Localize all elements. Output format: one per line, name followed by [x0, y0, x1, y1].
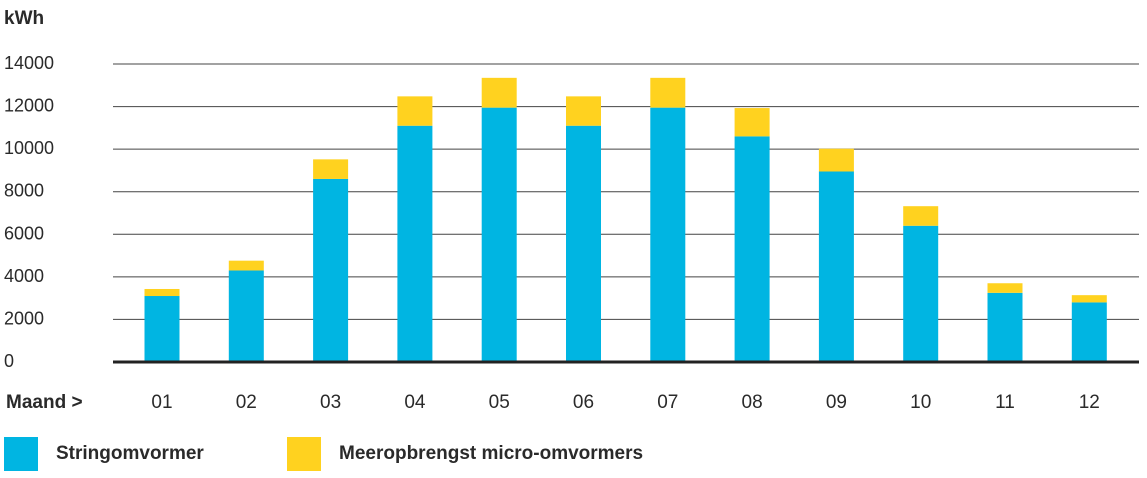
bar-micro-omvormers-09: [818, 148, 854, 172]
legend-label-stringomvormer: Stringomvormer: [56, 443, 204, 464]
bar-stringomvormer-01: [144, 296, 180, 362]
y-tick-label: 10000: [4, 138, 54, 158]
y-tick-label: 2000: [4, 308, 44, 328]
legend-item-micro-omvormers: Meeropbrengst micro-omvormers: [287, 437, 643, 471]
x-tick-label: 06: [573, 392, 594, 413]
bar-micro-omvormers-07: [650, 77, 686, 108]
y-tick-label: 6000: [4, 223, 44, 243]
bar-micro-omvormers-10: [903, 206, 939, 226]
legend-item-stringomvormer: Stringomvormer: [4, 437, 204, 471]
bar-stringomvormer-10: [903, 225, 939, 362]
gridlines: [113, 63, 1139, 320]
x-tick-label: 11: [995, 392, 1015, 413]
y-tick-label: 0: [4, 351, 14, 371]
bar-micro-omvormers-04: [397, 96, 433, 126]
bar-stringomvormer-02: [228, 270, 264, 362]
x-tick-label: 04: [404, 392, 426, 413]
x-tick-label: 12: [1079, 392, 1100, 413]
legend-label-micro-omvormers: Meeropbrengst micro-omvormers: [339, 443, 644, 464]
bar-micro-omvormers-01: [144, 288, 180, 297]
x-tick-label: 03: [320, 392, 341, 413]
bar-stringomvormer-09: [818, 171, 854, 362]
x-axis-ticks: 01 02 03 04 05 06 07 08 09 10 11 12: [151, 392, 1099, 413]
y-tick-label: 4000: [4, 266, 44, 286]
bar-stringomvormer-05: [481, 107, 517, 362]
bar-stringomvormer-11: [987, 292, 1023, 362]
bar-stringomvormer-06: [566, 125, 601, 362]
bar-micro-omvormers-08: [734, 108, 770, 137]
y-tick-label: 12000: [4, 96, 54, 116]
bar-micro-omvormers-05: [481, 77, 517, 108]
x-axis-label: Maand >: [6, 392, 83, 413]
bar-micro-omvormers-11: [987, 283, 1023, 293]
bar-micro-omvormers-03: [313, 159, 349, 179]
bar-stringomvormer-07: [650, 107, 686, 362]
x-tick-label: 09: [826, 392, 847, 413]
bar-stringomvormer-04: [397, 125, 433, 362]
bar-micro-omvormers-06: [566, 96, 601, 126]
x-tick-label: 01: [151, 392, 172, 413]
y-axis-ticks: 0 2000 4000 6000 8000 10000 12000 14000: [4, 53, 54, 371]
bar-stringomvormer-08: [734, 136, 770, 362]
x-tick-label: 08: [742, 392, 763, 413]
legend-swatch-micro-omvormers: [287, 437, 321, 471]
y-tick-label: 14000: [4, 53, 54, 73]
bar-micro-omvormers-02: [228, 260, 264, 271]
bar-stringomvormer-12: [1071, 302, 1107, 362]
y-axis-label: kWh: [4, 8, 44, 29]
bars: [144, 77, 1107, 362]
legend-swatch-stringomvormer: [4, 437, 38, 471]
bar-micro-omvormers-12: [1071, 295, 1107, 303]
x-tick-label: 10: [910, 392, 931, 413]
bar-stringomvormer-03: [313, 178, 349, 362]
x-tick-label: 07: [657, 392, 678, 413]
y-tick-label: 8000: [4, 181, 44, 201]
x-tick-label: 05: [489, 392, 510, 413]
x-tick-label: 02: [236, 392, 257, 413]
